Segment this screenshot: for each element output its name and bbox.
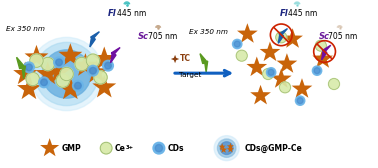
Ellipse shape (268, 69, 274, 75)
Ellipse shape (35, 42, 98, 106)
Ellipse shape (73, 80, 83, 91)
Polygon shape (59, 76, 82, 99)
Text: Sc: Sc (319, 32, 330, 41)
Polygon shape (47, 60, 71, 82)
Polygon shape (171, 55, 179, 63)
Polygon shape (218, 143, 226, 150)
Polygon shape (92, 75, 116, 97)
Text: 3+: 3+ (126, 145, 134, 150)
Polygon shape (73, 53, 98, 76)
Ellipse shape (54, 57, 64, 68)
Polygon shape (13, 61, 37, 84)
Text: CDs@GMP-Ce: CDs@GMP-Ce (245, 144, 302, 153)
Text: Fl: Fl (108, 9, 117, 18)
Ellipse shape (26, 64, 32, 71)
Ellipse shape (263, 69, 274, 79)
Ellipse shape (100, 142, 112, 154)
Ellipse shape (279, 82, 291, 93)
Text: CDs: CDs (167, 144, 184, 153)
Ellipse shape (234, 41, 240, 47)
Text: Ce: Ce (115, 144, 125, 153)
Polygon shape (59, 43, 82, 66)
Polygon shape (246, 56, 267, 76)
Text: 705 nm: 705 nm (328, 32, 358, 41)
Polygon shape (17, 76, 41, 99)
Polygon shape (17, 57, 25, 79)
Ellipse shape (153, 142, 165, 154)
Polygon shape (237, 23, 258, 43)
Text: Sc: Sc (138, 32, 149, 41)
Polygon shape (220, 146, 227, 153)
Ellipse shape (236, 50, 247, 61)
Polygon shape (282, 28, 303, 48)
Polygon shape (90, 32, 99, 47)
Ellipse shape (42, 50, 91, 98)
Polygon shape (36, 61, 60, 84)
Ellipse shape (214, 136, 239, 161)
Polygon shape (250, 85, 271, 104)
Polygon shape (110, 48, 120, 63)
Ellipse shape (328, 78, 339, 90)
Text: 705 nm: 705 nm (147, 32, 177, 41)
Polygon shape (312, 48, 333, 68)
Polygon shape (25, 45, 48, 67)
Polygon shape (200, 54, 208, 72)
Polygon shape (322, 45, 331, 60)
Ellipse shape (60, 67, 73, 81)
Polygon shape (40, 138, 59, 156)
Ellipse shape (41, 79, 47, 86)
Ellipse shape (75, 57, 88, 71)
Ellipse shape (30, 54, 43, 67)
Ellipse shape (56, 74, 70, 87)
Ellipse shape (56, 59, 62, 66)
Ellipse shape (41, 57, 54, 71)
Ellipse shape (296, 96, 305, 105)
Text: Ex 350 nm: Ex 350 nm (189, 29, 228, 35)
Ellipse shape (266, 68, 276, 77)
Polygon shape (227, 146, 234, 152)
Ellipse shape (232, 39, 242, 49)
Ellipse shape (94, 71, 107, 84)
Text: Ex 350 nm: Ex 350 nm (6, 26, 45, 32)
Ellipse shape (39, 77, 50, 88)
Ellipse shape (297, 98, 303, 104)
Ellipse shape (90, 67, 96, 74)
Polygon shape (85, 60, 108, 82)
Polygon shape (260, 41, 280, 61)
Ellipse shape (314, 68, 320, 74)
Ellipse shape (217, 139, 236, 157)
Polygon shape (278, 29, 288, 43)
Ellipse shape (105, 62, 112, 69)
Polygon shape (271, 68, 291, 88)
Text: Fl: Fl (279, 9, 288, 18)
Ellipse shape (312, 66, 322, 75)
Ellipse shape (220, 142, 233, 155)
Text: 445 nm: 445 nm (288, 9, 317, 18)
Polygon shape (277, 53, 297, 73)
Ellipse shape (74, 82, 81, 89)
Ellipse shape (26, 72, 39, 86)
Ellipse shape (155, 144, 163, 152)
Ellipse shape (30, 37, 104, 111)
Ellipse shape (86, 54, 100, 67)
Polygon shape (92, 47, 116, 69)
Text: Target: Target (179, 72, 201, 77)
Ellipse shape (23, 62, 34, 73)
Text: 445 nm: 445 nm (118, 9, 147, 18)
Ellipse shape (315, 40, 326, 51)
Polygon shape (227, 143, 234, 150)
Ellipse shape (276, 32, 287, 43)
Polygon shape (292, 78, 312, 98)
Ellipse shape (103, 60, 113, 71)
Text: TC: TC (180, 54, 191, 63)
Text: GMP: GMP (62, 144, 81, 153)
Ellipse shape (88, 65, 98, 76)
